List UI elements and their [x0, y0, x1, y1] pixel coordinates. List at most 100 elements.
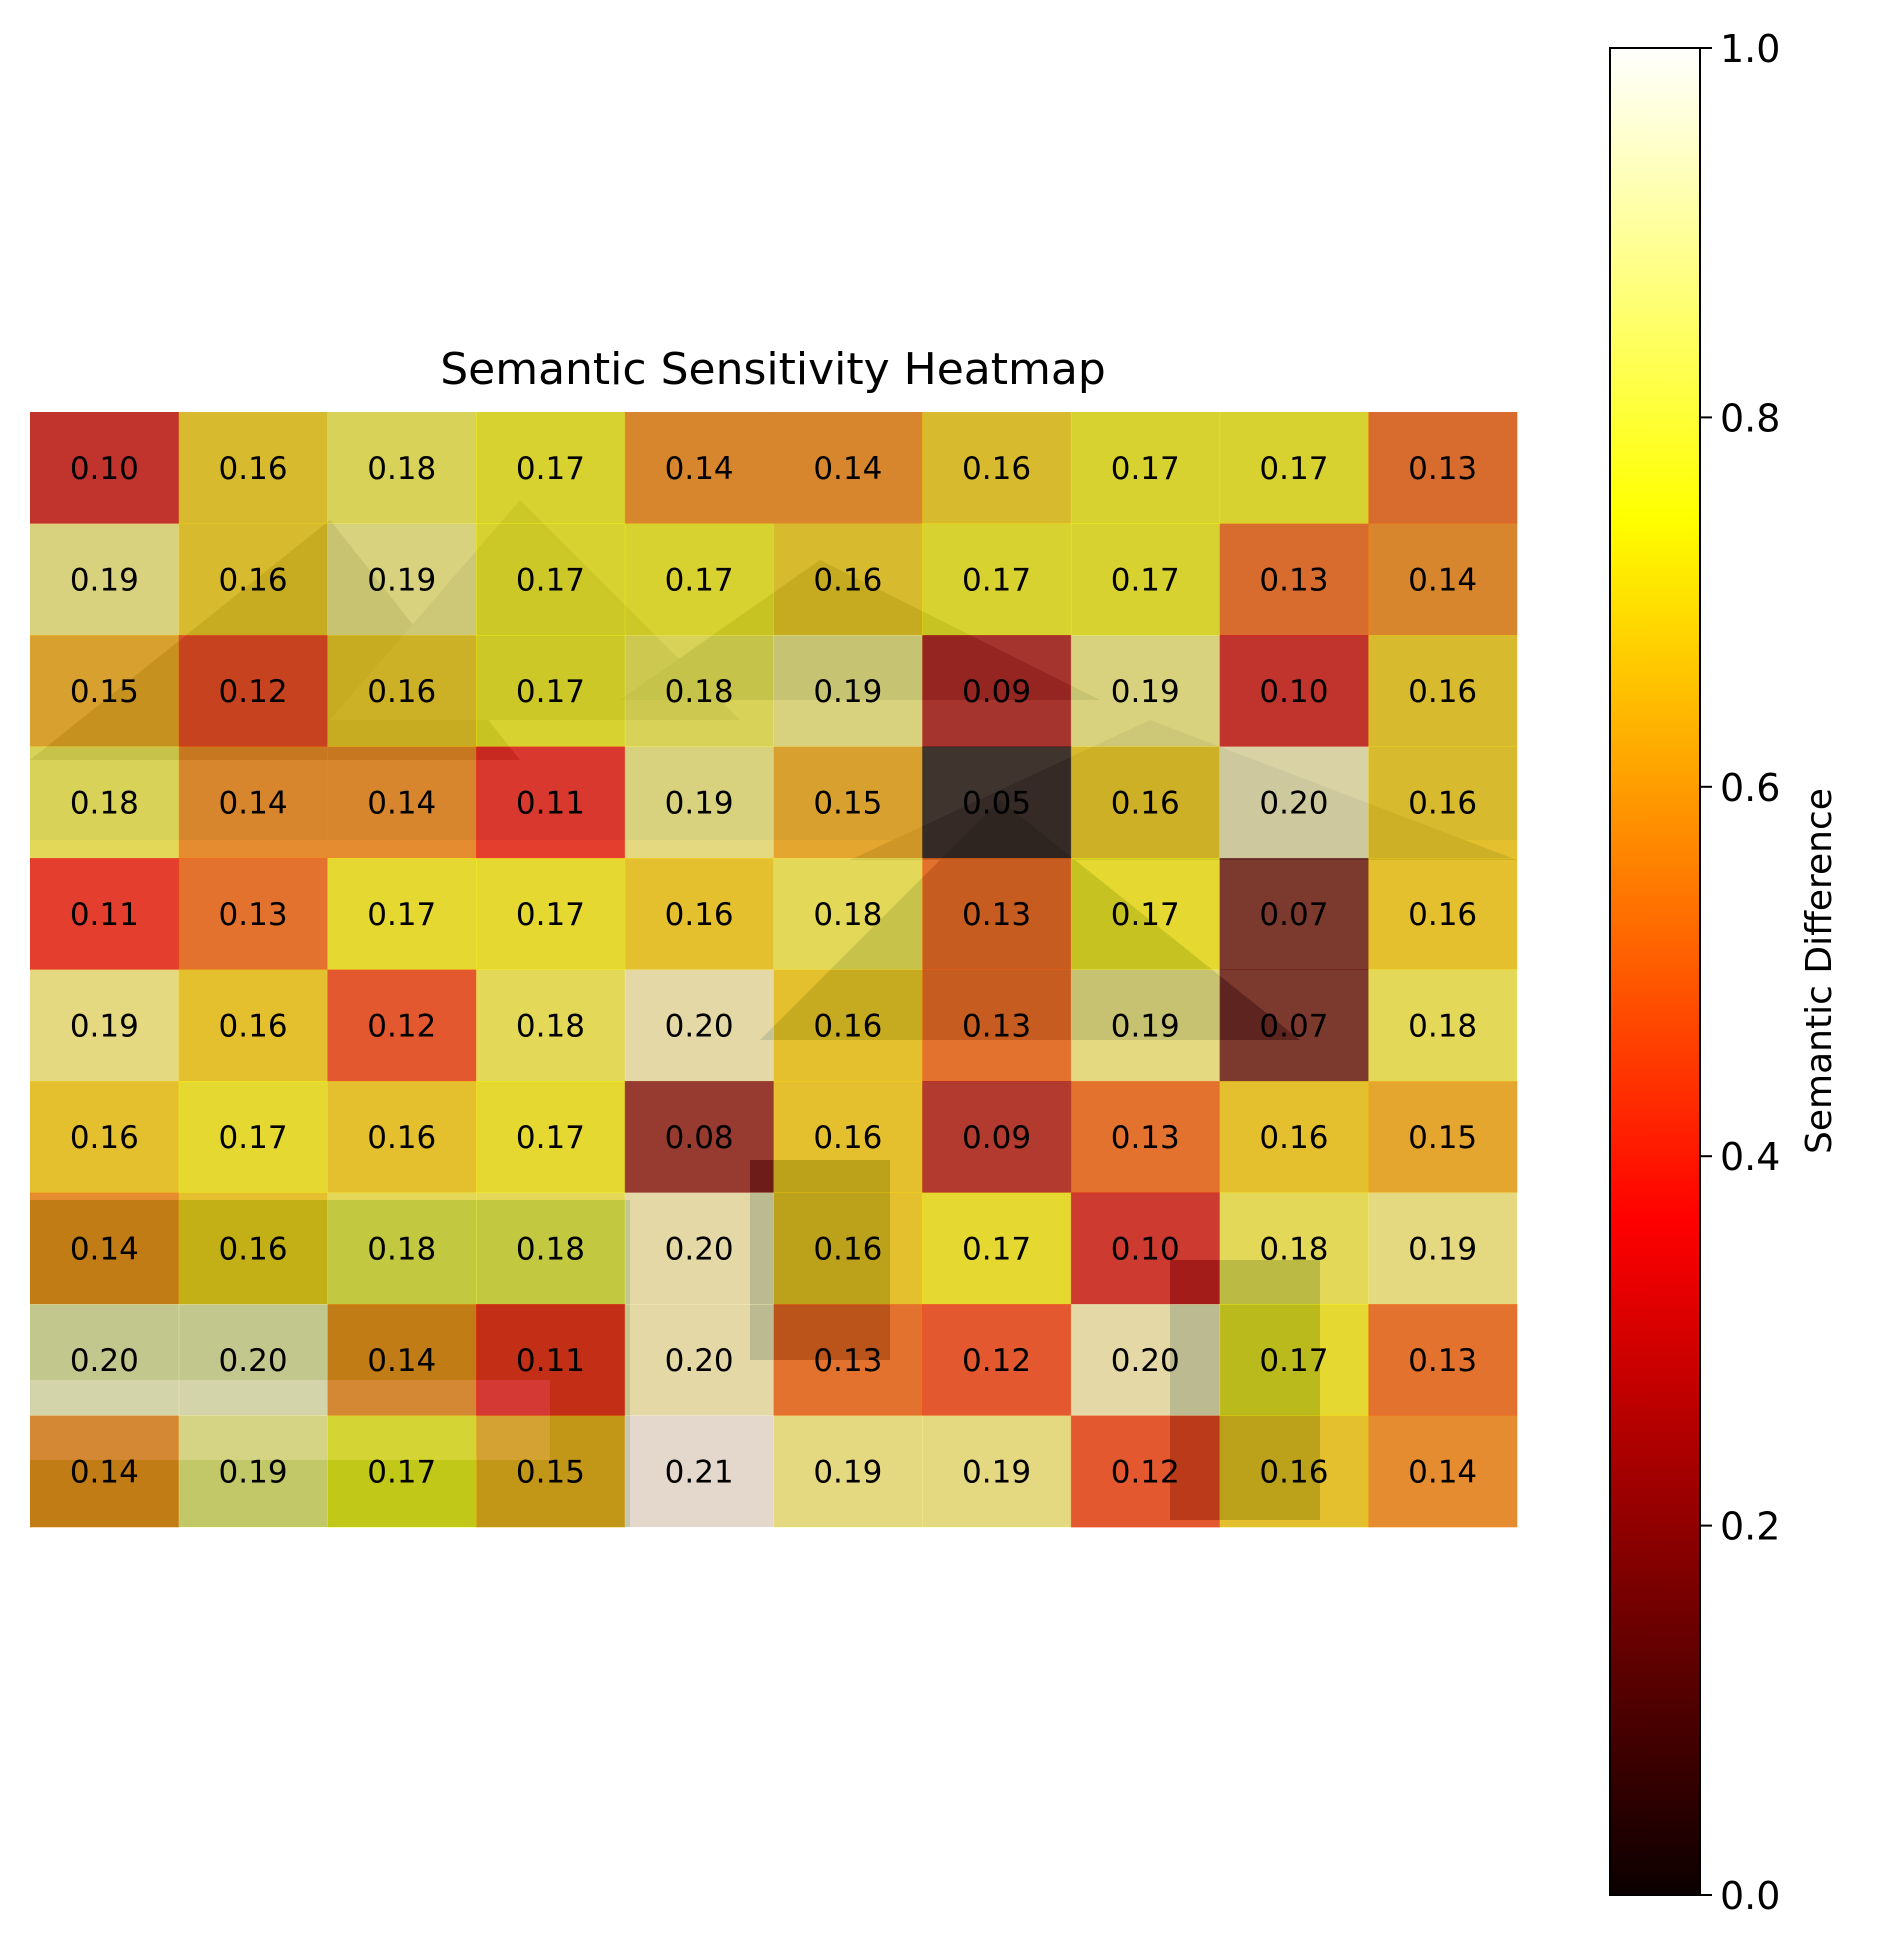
heatmap-cell: [178, 1192, 328, 1305]
heatmap-cell: [476, 1415, 626, 1528]
heatmap-cell-label: 0.11: [516, 1343, 585, 1379]
heatmap-cell: [327, 635, 477, 747]
heatmap-cell: [178, 1081, 328, 1193]
heatmap-cell: [1368, 635, 1518, 747]
heatmap-cell-label: 0.16: [219, 1008, 288, 1044]
heatmap-cell-label: 0.19: [665, 785, 734, 821]
heatmap-cell-label: 0.14: [367, 1343, 436, 1379]
heatmap-cell-label: 0.17: [962, 562, 1031, 598]
heatmap-cell: [773, 1192, 923, 1305]
heatmap-cell-label: 0.16: [70, 1120, 139, 1156]
heatmap-cell: [30, 1081, 180, 1193]
heatmap-cell: [476, 523, 626, 636]
heatmap-cell: [922, 523, 1072, 636]
colorbar-tick-label: 0.2: [1720, 1505, 1780, 1549]
heatmap-cell: [1368, 412, 1518, 524]
heatmap-cell-label: 0.15: [516, 1454, 585, 1490]
heatmap-cell: [1368, 523, 1518, 636]
heatmap-cell-label: 0.20: [219, 1343, 288, 1379]
heatmap-cell: [178, 1415, 328, 1528]
heatmap-cell: [773, 969, 923, 1082]
heatmap-cell: [773, 858, 923, 970]
heatmap-cell: [327, 969, 477, 1082]
heatmap-cell-label: 0.16: [367, 1120, 436, 1156]
heatmap-cell: [1070, 635, 1221, 747]
heatmap-cell: [624, 858, 774, 970]
heatmap-cell: [178, 412, 328, 524]
heatmap-cell: [327, 1192, 477, 1305]
heatmap-cell-label: 0.18: [367, 451, 436, 487]
heatmap-cell-label: 0.19: [962, 1454, 1031, 1490]
heatmap-cell: [773, 746, 923, 859]
heatmap-cell: [1219, 1304, 1369, 1416]
heatmap-cell: [1219, 969, 1369, 1082]
heatmap-cell: [922, 1304, 1072, 1416]
heatmap-cell-label: 0.13: [219, 897, 288, 933]
heatmap-cell: [178, 969, 328, 1082]
heatmap-cell: [773, 635, 923, 747]
heatmap-cell-label: 0.16: [219, 1231, 288, 1267]
heatmap-cell: [178, 635, 328, 747]
heatmap-cell-label: 0.12: [962, 1343, 1031, 1379]
heatmap-cell-label: 0.15: [1408, 1120, 1477, 1156]
heatmap-cell-label: 0.20: [665, 1008, 734, 1044]
heatmap-cell-label: 0.14: [665, 451, 734, 487]
heatmap-cell-label: 0.16: [1111, 785, 1180, 821]
heatmap-cell: [1219, 1081, 1369, 1193]
colorbar-tick-label: 0.8: [1720, 396, 1780, 440]
colorbar-tick-label: 0.6: [1720, 766, 1780, 810]
heatmap-cell: [1368, 969, 1518, 1082]
heatmap-cell-label: 0.17: [1111, 897, 1180, 933]
heatmap-cell: [1219, 858, 1369, 970]
heatmap-cell-label: 0.20: [665, 1231, 734, 1267]
heatmap-cell: [922, 1192, 1072, 1305]
heatmap-cell-label: 0.16: [1259, 1454, 1328, 1490]
heatmap-cell: [1070, 1415, 1221, 1528]
heatmap-cell-label: 0.17: [1259, 451, 1328, 487]
heatmap-cell-label: 0.17: [367, 1454, 436, 1490]
heatmap-cell: [773, 523, 923, 636]
heatmap-cell: [327, 1081, 477, 1193]
heatmap-cell: [624, 1415, 774, 1528]
heatmap-cell: [327, 412, 477, 524]
heatmap-cell: [1219, 746, 1369, 859]
heatmap-cell-label: 0.16: [1408, 785, 1477, 821]
heatmap-cell-label: 0.09: [962, 674, 1031, 710]
colorbar-tick-label: 0.4: [1720, 1135, 1780, 1179]
heatmap-cell-label: 0.19: [813, 1454, 882, 1490]
heatmap-cell: [624, 1081, 774, 1193]
heatmap-cell-label: 0.19: [1111, 1008, 1180, 1044]
colorbar: [1609, 47, 1701, 1896]
heatmap-cell: [30, 969, 180, 1082]
heatmap-cell-label: 0.17: [962, 1231, 1031, 1267]
heatmap-cell: [1219, 1415, 1369, 1528]
heatmap-cell-label: 0.11: [70, 897, 139, 933]
heatmap-cell-label: 0.20: [70, 1343, 139, 1379]
heatmap-cell: [476, 746, 626, 859]
heatmap-cell: [1219, 523, 1369, 636]
heatmap-cell: [922, 746, 1072, 859]
heatmap-cell-label: 0.13: [962, 1008, 1031, 1044]
heatmap-cell: [773, 412, 923, 524]
heatmap-cell-label: 0.12: [367, 1008, 436, 1044]
heatmap-cell: [922, 1415, 1072, 1528]
heatmap-cell-label: 0.20: [1259, 785, 1328, 821]
heatmap-cell-label: 0.13: [813, 1343, 882, 1379]
chart-title: Semantic Sensitivity Heatmap: [440, 344, 1106, 395]
heatmap-cell-label: 0.13: [1408, 451, 1477, 487]
heatmap-cell: [1368, 1415, 1518, 1528]
heatmap-cell-label: 0.16: [813, 562, 882, 598]
heatmap-cell-label: 0.19: [367, 562, 436, 598]
heatmap-cell-label: 0.12: [219, 674, 288, 710]
heatmap-cell-label: 0.05: [962, 785, 1031, 821]
heatmap-cell-label: 0.14: [1408, 1454, 1477, 1490]
heatmap-cell-label: 0.19: [813, 674, 882, 710]
heatmap-cell-label: 0.14: [70, 1231, 139, 1267]
heatmap-cell: [1070, 746, 1221, 859]
heatmap-cell: [30, 858, 180, 970]
heatmap-cell-label: 0.21: [665, 1454, 734, 1490]
heatmap-cell-label: 0.14: [813, 451, 882, 487]
heatmap-cell: [1368, 858, 1518, 970]
heatmap-cell: [1368, 1081, 1518, 1193]
